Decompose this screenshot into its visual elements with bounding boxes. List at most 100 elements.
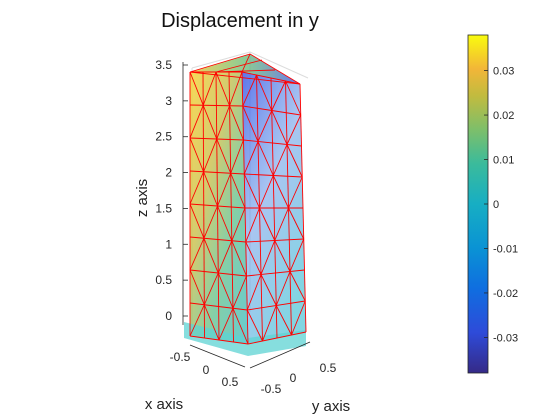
mesh-edge (246, 269, 305, 277)
mesh-edge (189, 71, 204, 106)
mesh-edge (245, 207, 260, 243)
mesh-edge (289, 271, 306, 302)
mesh-edge (217, 205, 233, 241)
mesh-edge (275, 305, 292, 336)
z-tick-labels: 0 0.5 1 1.5 2 2.5 3 3.5 (155, 58, 188, 323)
y-tick-label: 0 (290, 371, 297, 385)
colorbar-tick-label: 0.03 (493, 66, 514, 78)
mesh-edge (202, 71, 217, 106)
z-tick-label: 3 (165, 94, 172, 108)
mesh-edge (231, 207, 246, 241)
z-tick-label: 1 (165, 237, 172, 251)
mesh-edge (203, 205, 218, 239)
mesh-solid (184, 53, 307, 356)
mesh-edge (189, 105, 204, 139)
mesh-edge (202, 105, 218, 140)
mesh-edge (243, 139, 302, 147)
mesh-edge (286, 144, 303, 178)
mesh-edge (272, 144, 288, 176)
colorbar-ticks: 0.03 0.02 0.01 0 -0.01 -0.02 -0.03 (484, 66, 518, 344)
colorbar-tick-label: -0.01 (493, 243, 518, 255)
mesh-edge (203, 272, 219, 305)
mesh-edge (189, 104, 243, 107)
mesh-edge (189, 170, 245, 175)
mesh-edge (189, 171, 204, 205)
chart-title: Displacement in y (161, 10, 319, 32)
mesh-edge (215, 59, 263, 73)
mesh-edge (262, 305, 277, 342)
mesh-edge (189, 269, 205, 305)
mesh-edge (189, 302, 248, 311)
mesh-edge (230, 139, 244, 174)
mesh-edge (286, 114, 302, 145)
z-tick-label: 1.5 (155, 201, 172, 215)
mesh-edge (256, 74, 273, 111)
mesh-edge (274, 207, 289, 241)
mesh-edge (217, 240, 233, 274)
mesh-edge (217, 272, 234, 309)
mesh-edge (260, 274, 277, 306)
mesh-edge (232, 308, 249, 345)
x-axis: -0.5 0 0.5 x axis (145, 344, 246, 413)
z-tick-label: 2 (165, 166, 172, 180)
x-tick-label: 0.5 (222, 375, 239, 389)
mesh-bottom-face (184, 322, 306, 356)
z-axis: 0 0.5 1 1.5 2 2.5 3 3.5 (155, 58, 188, 325)
mesh-edge (203, 171, 218, 207)
mesh-edge (189, 71, 301, 85)
mesh-edge (216, 138, 232, 174)
colorbar-tick-label: -0.03 (493, 332, 518, 344)
mesh-edge (275, 271, 291, 306)
y-tick-label: 0.5 (320, 361, 337, 375)
mesh-edge (242, 105, 259, 142)
mesh-edge (288, 207, 305, 240)
mesh-edge (257, 110, 273, 142)
mesh-edge (246, 274, 262, 311)
colorbar-tick-label: -0.02 (493, 288, 518, 300)
mesh-top-face (190, 54, 300, 84)
mesh-edge (189, 137, 204, 172)
z-tick-label: 0 (165, 309, 172, 323)
mesh-edge (215, 69, 276, 73)
mesh-edge (249, 53, 301, 85)
mesh-edge (271, 110, 288, 145)
mesh-edge (247, 331, 307, 345)
y-tick-label: -0.5 (261, 382, 282, 396)
mesh-edge (218, 308, 234, 341)
mesh-edge (242, 74, 257, 107)
mesh-edge (203, 304, 220, 341)
mesh-edge (241, 53, 251, 73)
mesh-edge (232, 275, 247, 309)
y-axis: -0.5 0 0.5 y axis (249, 341, 350, 415)
mesh-edge (272, 175, 289, 209)
mesh-edge (259, 207, 276, 241)
mesh-edge (291, 300, 306, 336)
mesh-edge (245, 241, 262, 275)
mesh-edge (288, 176, 303, 209)
mesh-edge (217, 173, 232, 207)
mesh-edge (285, 80, 302, 116)
colorbar-tick-label: 0 (493, 199, 499, 211)
mesh-edge (189, 53, 251, 73)
mesh-edge (243, 173, 260, 209)
z-tick-label: 0.5 (155, 273, 172, 287)
mesh-edge (246, 309, 263, 342)
mesh-edge (189, 238, 205, 271)
x-axis-label: x axis (145, 396, 183, 413)
mesh-edge (231, 240, 247, 277)
mesh-edge (189, 335, 249, 345)
mesh-edge (189, 304, 205, 337)
x-tick-label: 0 (203, 363, 210, 377)
mesh-edge (289, 238, 305, 272)
colorbar-tick-label: 0.01 (493, 155, 514, 167)
mesh-edge (243, 141, 259, 175)
mesh-edge (274, 240, 291, 272)
mesh-edge (216, 105, 230, 140)
mesh-edge (189, 203, 205, 239)
mesh-edge (257, 141, 274, 176)
mesh-edge (259, 175, 274, 209)
x-tick-label: -0.5 (170, 350, 191, 364)
mesh-edge (241, 71, 301, 85)
colorbar-tick-label: 0.02 (493, 110, 514, 122)
